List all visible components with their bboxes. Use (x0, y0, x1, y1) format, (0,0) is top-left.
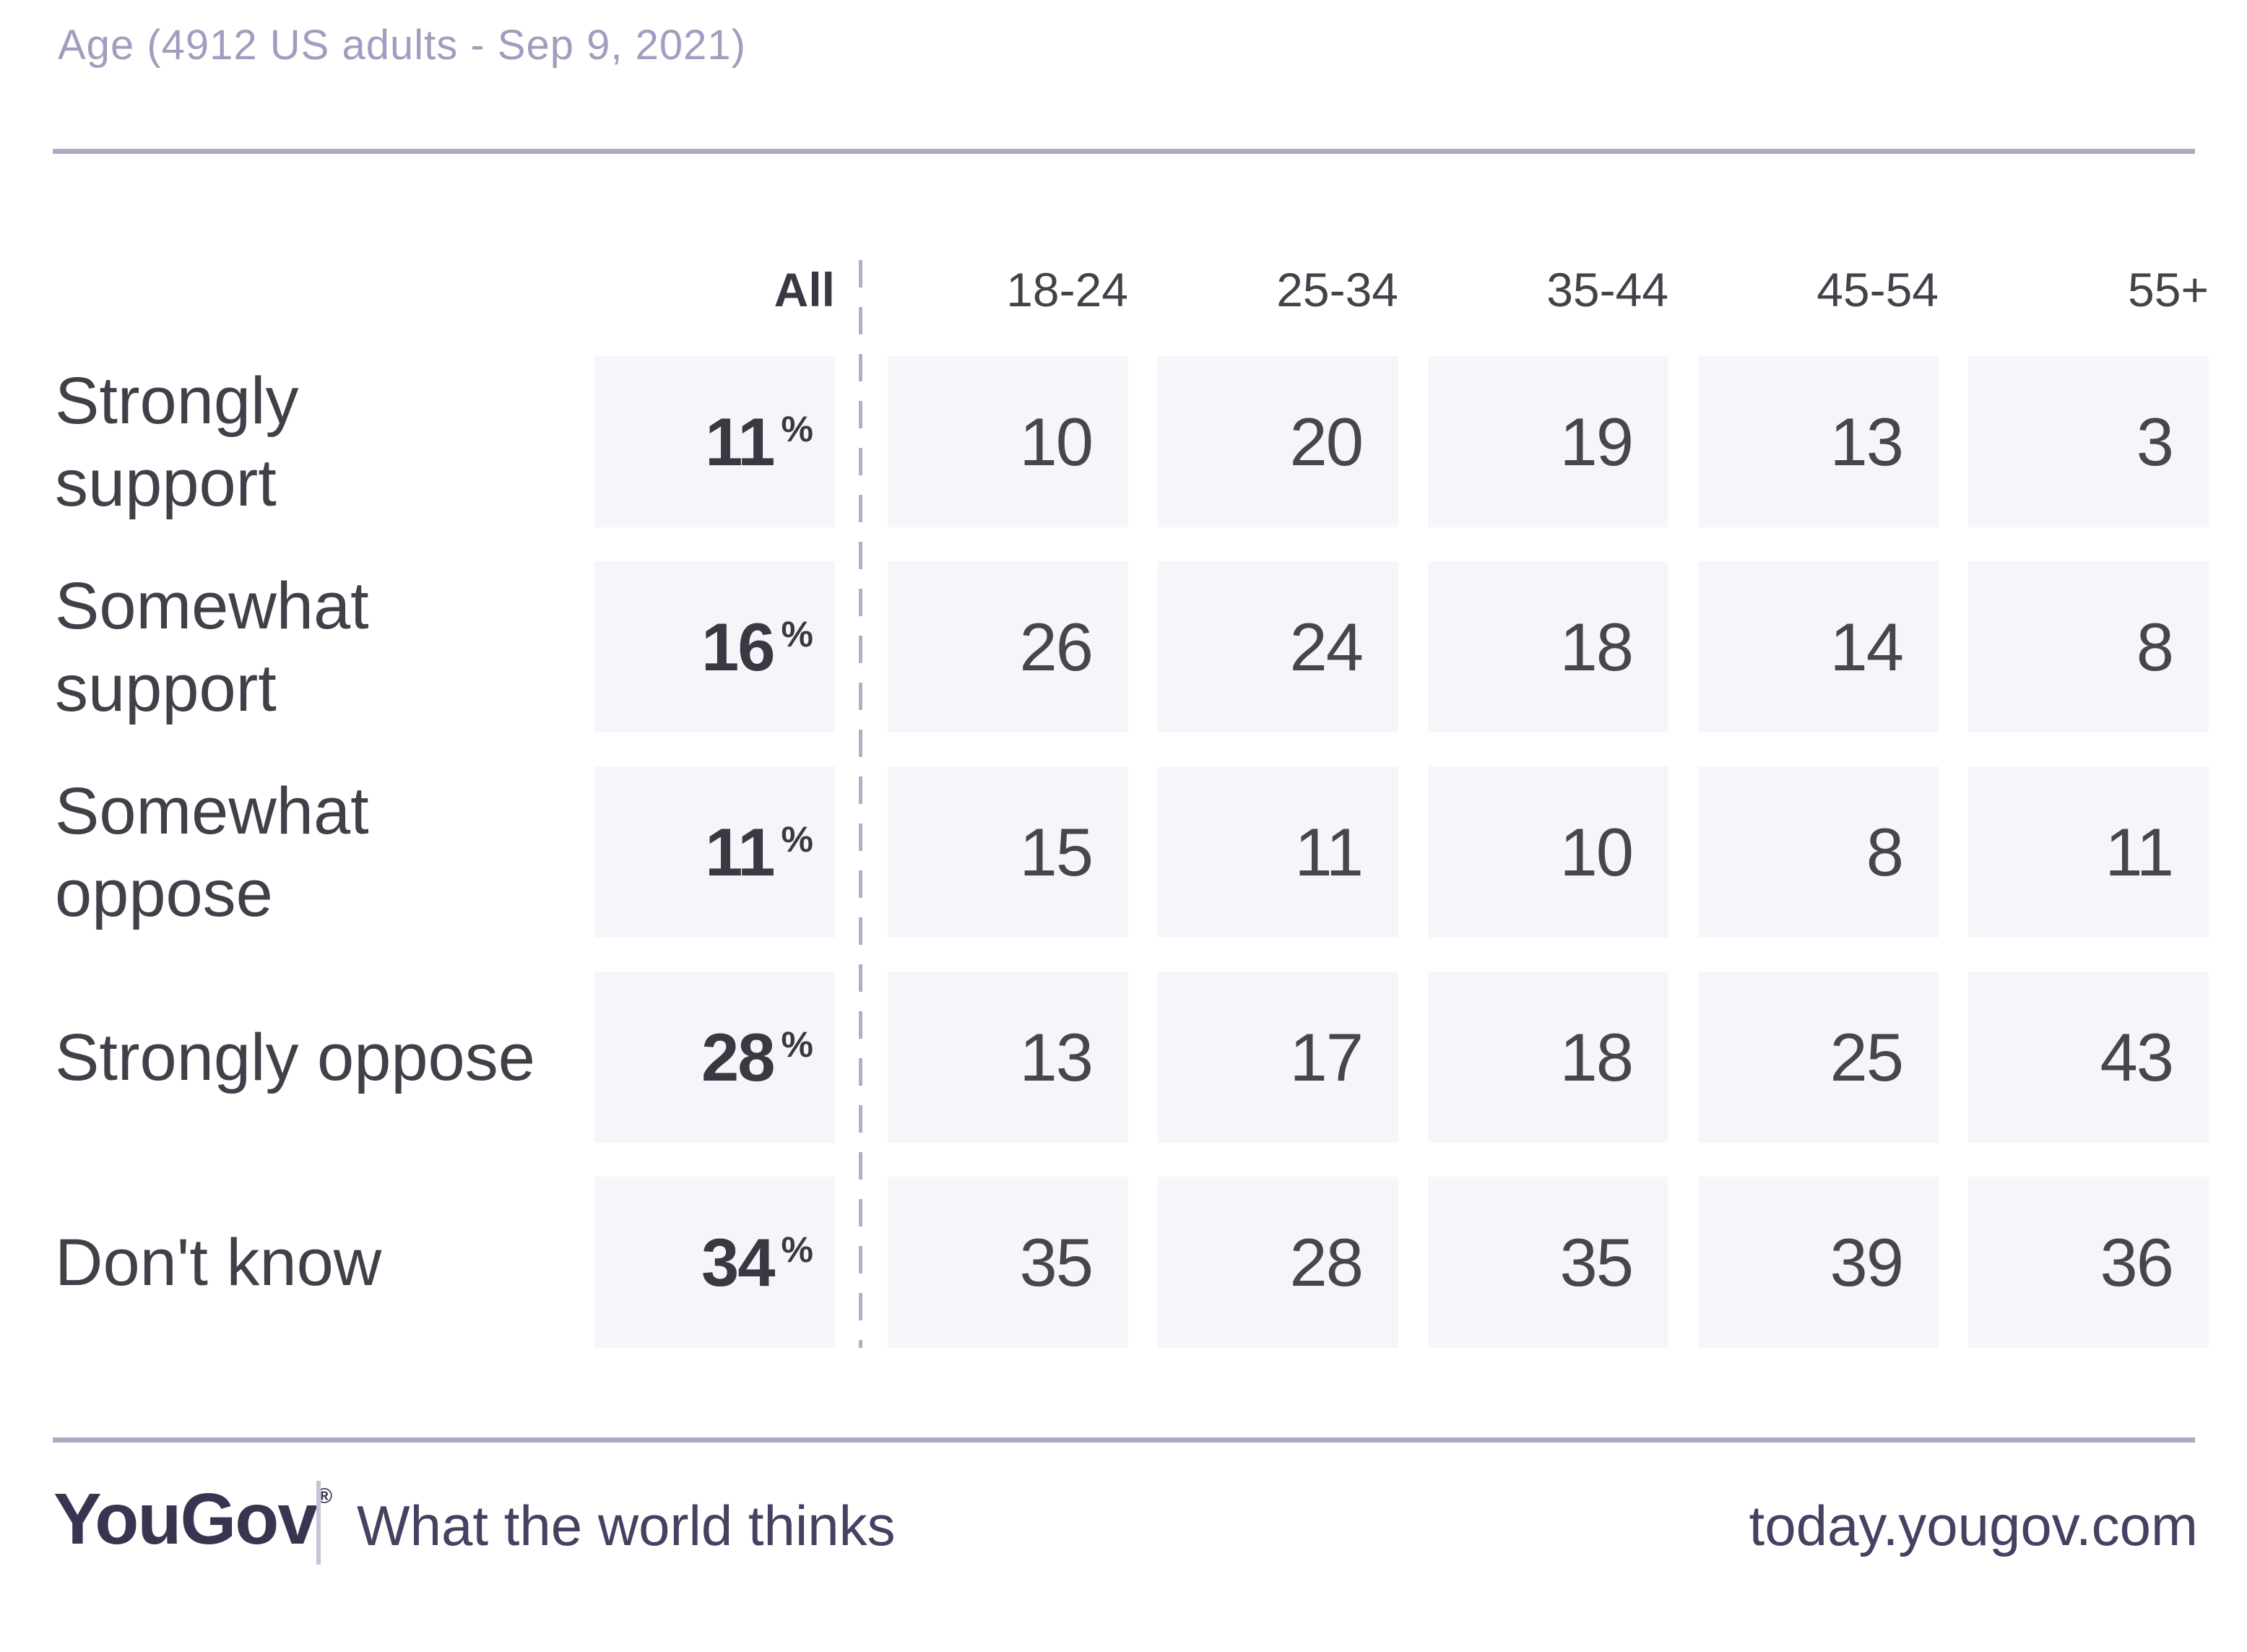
percent-sign: % (781, 408, 813, 449)
all-value: 28 (701, 1019, 776, 1095)
value-cell: 19 (1428, 356, 1668, 527)
value-cell: 13 (1698, 356, 1939, 527)
value-cell: 13 (888, 972, 1128, 1143)
all-value: 34 (701, 1224, 776, 1300)
value-cell: 18 (1428, 561, 1668, 732)
all-value-cell: 11 % (594, 356, 835, 527)
value-cell: 25 (1698, 972, 1939, 1143)
yougov-logo-text: YouGov (53, 1479, 318, 1560)
footer-url: today.yougov.com (1749, 1494, 2198, 1557)
all-value-cell: 11 % (594, 766, 835, 938)
value-cell: 18 (1428, 972, 1668, 1143)
percent-sign: % (781, 613, 813, 654)
value-cell: 8 (1698, 766, 1939, 938)
column-header-age-25-34: 25-34 (1276, 263, 1398, 316)
value-cell: 10 (1428, 766, 1668, 938)
value-cell: 24 (1158, 561, 1398, 732)
row-label-somewhat-oppose: Somewhat oppose (55, 774, 369, 930)
value-cell: 43 (1968, 972, 2209, 1143)
value-cell: 20 (1158, 356, 1398, 527)
all-value: 16 (701, 608, 776, 685)
footer-vertical-divider (316, 1481, 321, 1565)
percent-sign: % (781, 818, 813, 860)
all-value-cell: 16 % (594, 561, 835, 732)
top-divider (53, 149, 2195, 154)
column-header-age-45-54: 45-54 (1817, 263, 1939, 316)
page-title: Age (4912 US adults - Sep 9, 2021) (58, 22, 746, 69)
value-cell: 26 (888, 561, 1128, 732)
all-value-cell: 34 % (594, 1177, 835, 1348)
value-cell: 15 (888, 766, 1128, 938)
value-cell: 35 (888, 1177, 1128, 1348)
value-cell: 11 (1968, 766, 2209, 938)
yougov-logo: YouGov® (53, 1483, 332, 1555)
column-header-age-35-44: 35-44 (1546, 263, 1668, 316)
row-label-dont-know: Don't know (55, 1225, 382, 1299)
value-cell: 8 (1968, 561, 2209, 732)
column-header-age-18-24: 18-24 (1006, 263, 1128, 316)
row-label-strongly-support: Strongly support (55, 363, 299, 520)
value-cell: 36 (1968, 1177, 2209, 1348)
value-cell: 28 (1158, 1177, 1398, 1348)
column-header-age-55-plus: 55+ (2128, 263, 2209, 316)
footer-tagline: What the world thinks (357, 1494, 896, 1557)
all-value-cell: 28 % (594, 972, 835, 1143)
row-label-somewhat-support: Somewhat support (55, 568, 369, 725)
age-crosstab-table: All 18-24 25-34 35-44 45-54 55+ Strongly… (55, 266, 2209, 1348)
footer-divider (53, 1437, 2195, 1443)
row-label-strongly-oppose: Strongly oppose (55, 1020, 535, 1094)
value-cell: 3 (1968, 356, 2209, 527)
all-value: 11 (705, 403, 775, 480)
column-header-all: All (774, 263, 835, 316)
value-cell: 35 (1428, 1177, 1668, 1348)
all-vs-ages-dashed-divider (859, 260, 862, 1348)
value-cell: 17 (1158, 972, 1398, 1143)
percent-sign: % (781, 1024, 813, 1065)
value-cell: 11 (1158, 766, 1398, 938)
value-cell: 10 (888, 356, 1128, 527)
all-value: 11 (705, 813, 775, 890)
percent-sign: % (781, 1229, 813, 1270)
value-cell: 14 (1698, 561, 1939, 732)
value-cell: 39 (1698, 1177, 1939, 1348)
